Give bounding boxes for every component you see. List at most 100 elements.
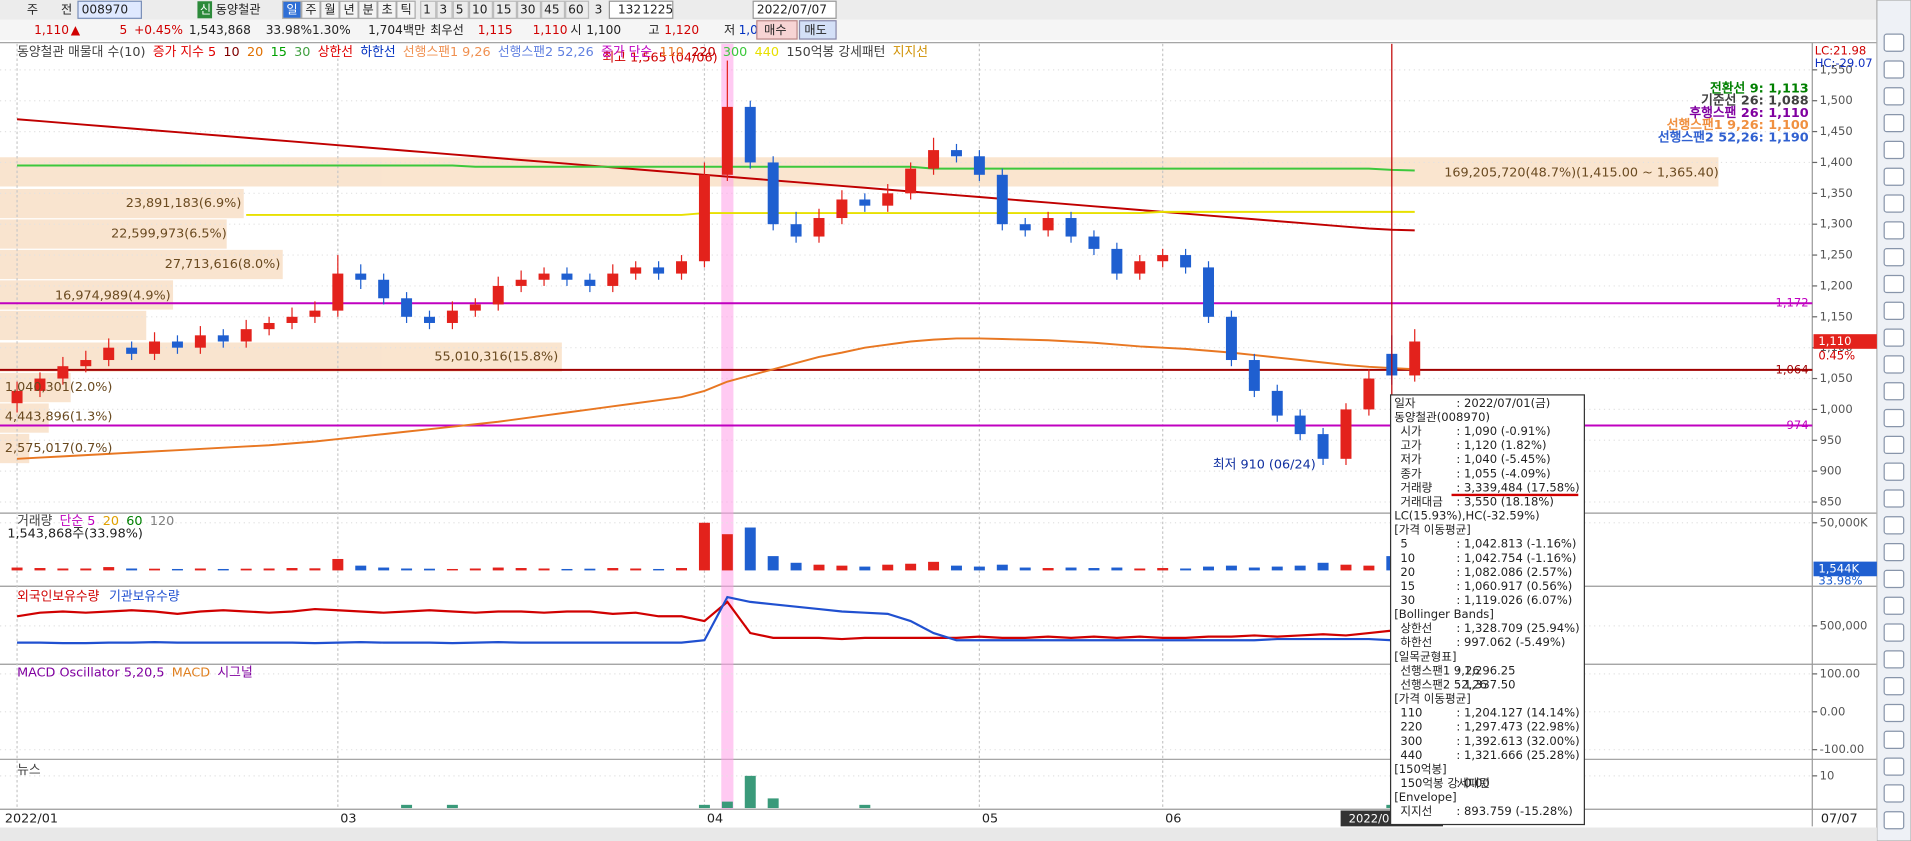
- tool-icon[interactable]: [1883, 301, 1905, 320]
- interval[interactable]: 3: [439, 2, 447, 16]
- interval[interactable]: 10: [472, 2, 488, 16]
- tool-icon[interactable]: [1883, 623, 1905, 642]
- info-value: : 1,042.813 (-1.16%): [1456, 537, 1576, 551]
- tool-icon[interactable]: [1883, 650, 1905, 669]
- info-key: 거래대금: [1400, 494, 1443, 508]
- period[interactable]: 일: [286, 2, 297, 16]
- tool-icon[interactable]: [1883, 248, 1905, 267]
- period[interactable]: 년: [343, 2, 354, 16]
- tool-icon[interactable]: [1883, 328, 1905, 347]
- candle-body: [744, 106, 756, 163]
- tool-icon[interactable]: [1883, 435, 1905, 455]
- candle-body: [80, 360, 92, 367]
- interval[interactable]: 60: [568, 2, 584, 16]
- ma-line: [17, 337, 1415, 460]
- sell[interactable]: 매도: [804, 23, 826, 37]
- tool-icon[interactable]: [1883, 757, 1905, 776]
- interval[interactable]: 5: [456, 2, 464, 16]
- bar: [446, 804, 458, 809]
- tool-icon[interactable]: [1883, 33, 1905, 52]
- buy-button[interactable]: [756, 20, 798, 40]
- period-button[interactable]: [320, 0, 340, 19]
- period[interactable]: 월: [324, 2, 335, 16]
- buy[interactable]: 매수: [764, 23, 786, 37]
- date-box[interactable]: [752, 0, 837, 19]
- h-line-label: 1,172: [1776, 296, 1809, 310]
- tool-icon[interactable]: [1883, 542, 1905, 562]
- period-button[interactable]: [377, 0, 397, 19]
- y-tick-label: 500,000: [1820, 618, 1868, 632]
- bar: [1111, 567, 1123, 571]
- info-value: : 1,082.086 (2.57%): [1456, 565, 1572, 579]
- x-last-label: 07/07: [1821, 812, 1858, 827]
- tool-icon[interactable]: [1883, 113, 1905, 133]
- bar: [767, 556, 779, 571]
- hc: HC:-29.07: [1815, 56, 1873, 70]
- interval-button[interactable]: [541, 0, 566, 19]
- tool-icon[interactable]: [1883, 569, 1905, 589]
- interval-button[interactable]: [565, 0, 590, 19]
- stock-name[interactable]: 동양철관: [216, 2, 261, 16]
- tool-icon[interactable]: [1883, 355, 1905, 374]
- scrollbar[interactable]: [0, 827, 1877, 841]
- chart-mode[interactable]: 주: [27, 2, 38, 16]
- count[interactable]: 3: [595, 2, 603, 16]
- candle-body: [446, 310, 458, 323]
- tool-icon[interactable]: [1883, 596, 1905, 615]
- info-value: : 1,060.917 (0.56%): [1456, 579, 1572, 593]
- tool-icon[interactable]: [1883, 462, 1905, 481]
- tool-icon[interactable]: [1883, 516, 1905, 535]
- period-button[interactable]: [301, 0, 321, 19]
- tool-icon[interactable]: [1883, 167, 1905, 186]
- bar: [1340, 564, 1352, 571]
- tool-icon[interactable]: [1883, 408, 1905, 428]
- high-label: 고: [648, 23, 659, 37]
- period-button[interactable]: [282, 0, 302, 19]
- ichimoku-legend: 후행스팬 26: 1,110: [1689, 105, 1808, 121]
- tool-icon[interactable]: [1883, 87, 1905, 106]
- period[interactable]: 틱: [400, 2, 411, 16]
- interval[interactable]: 45: [544, 2, 560, 16]
- bar: [607, 568, 619, 571]
- tool-icon[interactable]: [1883, 382, 1905, 401]
- tool-icon[interactable]: [1883, 703, 1905, 723]
- tool-icon[interactable]: [1883, 677, 1905, 696]
- interval[interactable]: 1: [423, 2, 431, 16]
- interval[interactable]: 15: [496, 2, 512, 16]
- high-note: 최고 1,565 (04/06): [603, 51, 718, 66]
- tool-icon[interactable]: [1883, 730, 1905, 749]
- tool-icon[interactable]: [1883, 194, 1905, 213]
- period-button[interactable]: [396, 0, 416, 19]
- period[interactable]: 초: [381, 2, 392, 16]
- interval-button[interactable]: [468, 0, 493, 19]
- code-input[interactable]: [77, 0, 142, 19]
- interval-button[interactable]: [517, 0, 542, 19]
- tool-icon[interactable]: [1883, 140, 1905, 160]
- current-percent: 33.98%: [1818, 574, 1862, 588]
- period-button[interactable]: [339, 0, 359, 19]
- candle-body: [607, 273, 619, 286]
- tool-icon[interactable]: [1883, 784, 1905, 803]
- legend-item: 선행스팬1 9,26: [403, 44, 491, 60]
- bar: [744, 775, 756, 809]
- info-value: : 1,297.473 (22.98%): [1456, 720, 1579, 734]
- page-box[interactable]: [608, 0, 674, 19]
- candle-body: [57, 366, 69, 379]
- interval-button[interactable]: [492, 0, 518, 19]
- y-tick-label: -100.00: [1820, 742, 1865, 756]
- tool-icon[interactable]: [1883, 274, 1905, 294]
- period[interactable]: 분: [362, 2, 373, 16]
- interval-button[interactable]: [420, 0, 437, 19]
- interval[interactable]: 30: [520, 2, 536, 16]
- info-value: : 997.062 (-5.49%): [1456, 635, 1565, 649]
- tool-icon[interactable]: [1883, 60, 1905, 79]
- interval-button[interactable]: [436, 0, 453, 19]
- sell-button[interactable]: [798, 20, 837, 40]
- interval-button[interactable]: [452, 0, 469, 19]
- tool-icon[interactable]: [1883, 811, 1905, 830]
- tool-icon[interactable]: [1883, 221, 1905, 240]
- period-button[interactable]: [358, 0, 378, 19]
- prev[interactable]: 전: [61, 2, 72, 16]
- period[interactable]: 주: [305, 2, 316, 16]
- tool-icon[interactable]: [1883, 489, 1905, 508]
